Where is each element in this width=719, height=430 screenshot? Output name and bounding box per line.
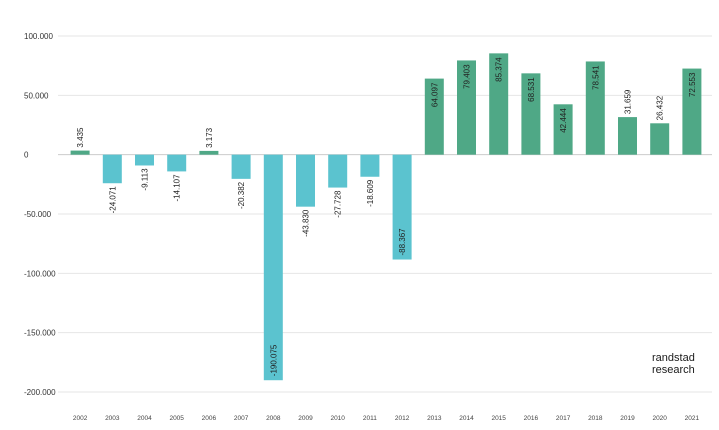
data-label: 64.097 xyxy=(430,82,439,107)
data-label: -190.075 xyxy=(269,344,278,376)
data-label: -18.609 xyxy=(366,179,375,207)
bar-2006 xyxy=(199,150,219,155)
data-label: -20.382 xyxy=(237,181,246,209)
x-tick-label: 2015 xyxy=(491,415,506,422)
data-label: -14.107 xyxy=(173,174,182,202)
bar-2004 xyxy=(135,154,154,166)
x-tick-label: 2014 xyxy=(459,415,474,422)
data-label: 85.374 xyxy=(495,57,504,82)
y-tick-label: -50.000 xyxy=(24,210,52,219)
data-label: 26.432 xyxy=(656,95,665,120)
bar-2021 xyxy=(682,68,702,155)
x-tick-label: 2013 xyxy=(427,415,442,422)
data-label: -9.113 xyxy=(141,168,150,191)
bar-2003 xyxy=(102,154,122,184)
brand-line-1: randstad xyxy=(652,352,695,364)
y-tick-label: 50.000 xyxy=(24,91,49,100)
data-label: 3.435 xyxy=(76,127,85,148)
bar-2016 xyxy=(521,73,541,155)
x-tick-label: 2010 xyxy=(330,415,345,422)
x-tick-label: 2011 xyxy=(363,415,377,422)
x-tick-label: 2002 xyxy=(73,415,88,422)
x-tick-label: 2017 xyxy=(556,415,571,422)
y-tick-label: 0 xyxy=(24,151,29,160)
x-tick-label: 2006 xyxy=(202,415,217,422)
bar-2013 xyxy=(424,78,444,155)
data-label: 68.531 xyxy=(527,77,536,102)
x-tick-label: 2018 xyxy=(588,415,603,422)
x-tick-label: 2005 xyxy=(169,415,184,422)
bar-2018 xyxy=(585,61,605,155)
y-tick-label: -100.000 xyxy=(24,269,56,278)
data-label: 42.444 xyxy=(559,108,568,133)
bar-2009 xyxy=(296,154,315,207)
y-tick-label: -150.000 xyxy=(24,329,56,338)
bar-2010 xyxy=(328,154,348,188)
x-tick-label: 2020 xyxy=(652,415,667,422)
data-label: -88.367 xyxy=(398,228,407,256)
x-tick-label: 2003 xyxy=(105,415,120,422)
x-tick-label: 2009 xyxy=(298,415,313,422)
bar-2015 xyxy=(489,53,509,155)
data-label: -27.728 xyxy=(334,190,343,218)
x-tick-label: 2012 xyxy=(395,415,410,422)
bar-2007 xyxy=(231,154,251,179)
data-label: -24.071 xyxy=(108,186,117,214)
bar-2017 xyxy=(553,104,573,155)
bar-2012 xyxy=(392,154,412,260)
x-tick-label: 2008 xyxy=(266,415,281,422)
x-tick-label: 2016 xyxy=(524,415,539,422)
data-label: -43.830 xyxy=(302,209,311,237)
bar-2008 xyxy=(263,154,283,381)
data-label: 31.659 xyxy=(624,89,633,114)
x-tick-label: 2004 xyxy=(137,415,152,422)
bar-2019 xyxy=(618,117,637,155)
brand-line-2: research xyxy=(652,364,695,376)
data-label: 72.553 xyxy=(688,72,697,97)
bar-2002 xyxy=(70,150,90,155)
x-tick-label: 2019 xyxy=(620,415,635,422)
x-tick-label: 2007 xyxy=(234,415,249,422)
bar-2011 xyxy=(360,154,380,177)
y-tick-label: 100.000 xyxy=(24,32,53,41)
x-tick-label: 2021 xyxy=(685,415,700,422)
data-label: 78.541 xyxy=(591,65,600,90)
randstad-research-logo: randstad research xyxy=(652,352,695,376)
data-label: 79.403 xyxy=(463,64,472,89)
bar-2014 xyxy=(457,60,476,155)
bar-2020 xyxy=(650,123,670,155)
bar-2005 xyxy=(167,154,187,172)
y-tick-label: -200.000 xyxy=(24,388,56,397)
data-label: 3.173 xyxy=(205,127,214,148)
